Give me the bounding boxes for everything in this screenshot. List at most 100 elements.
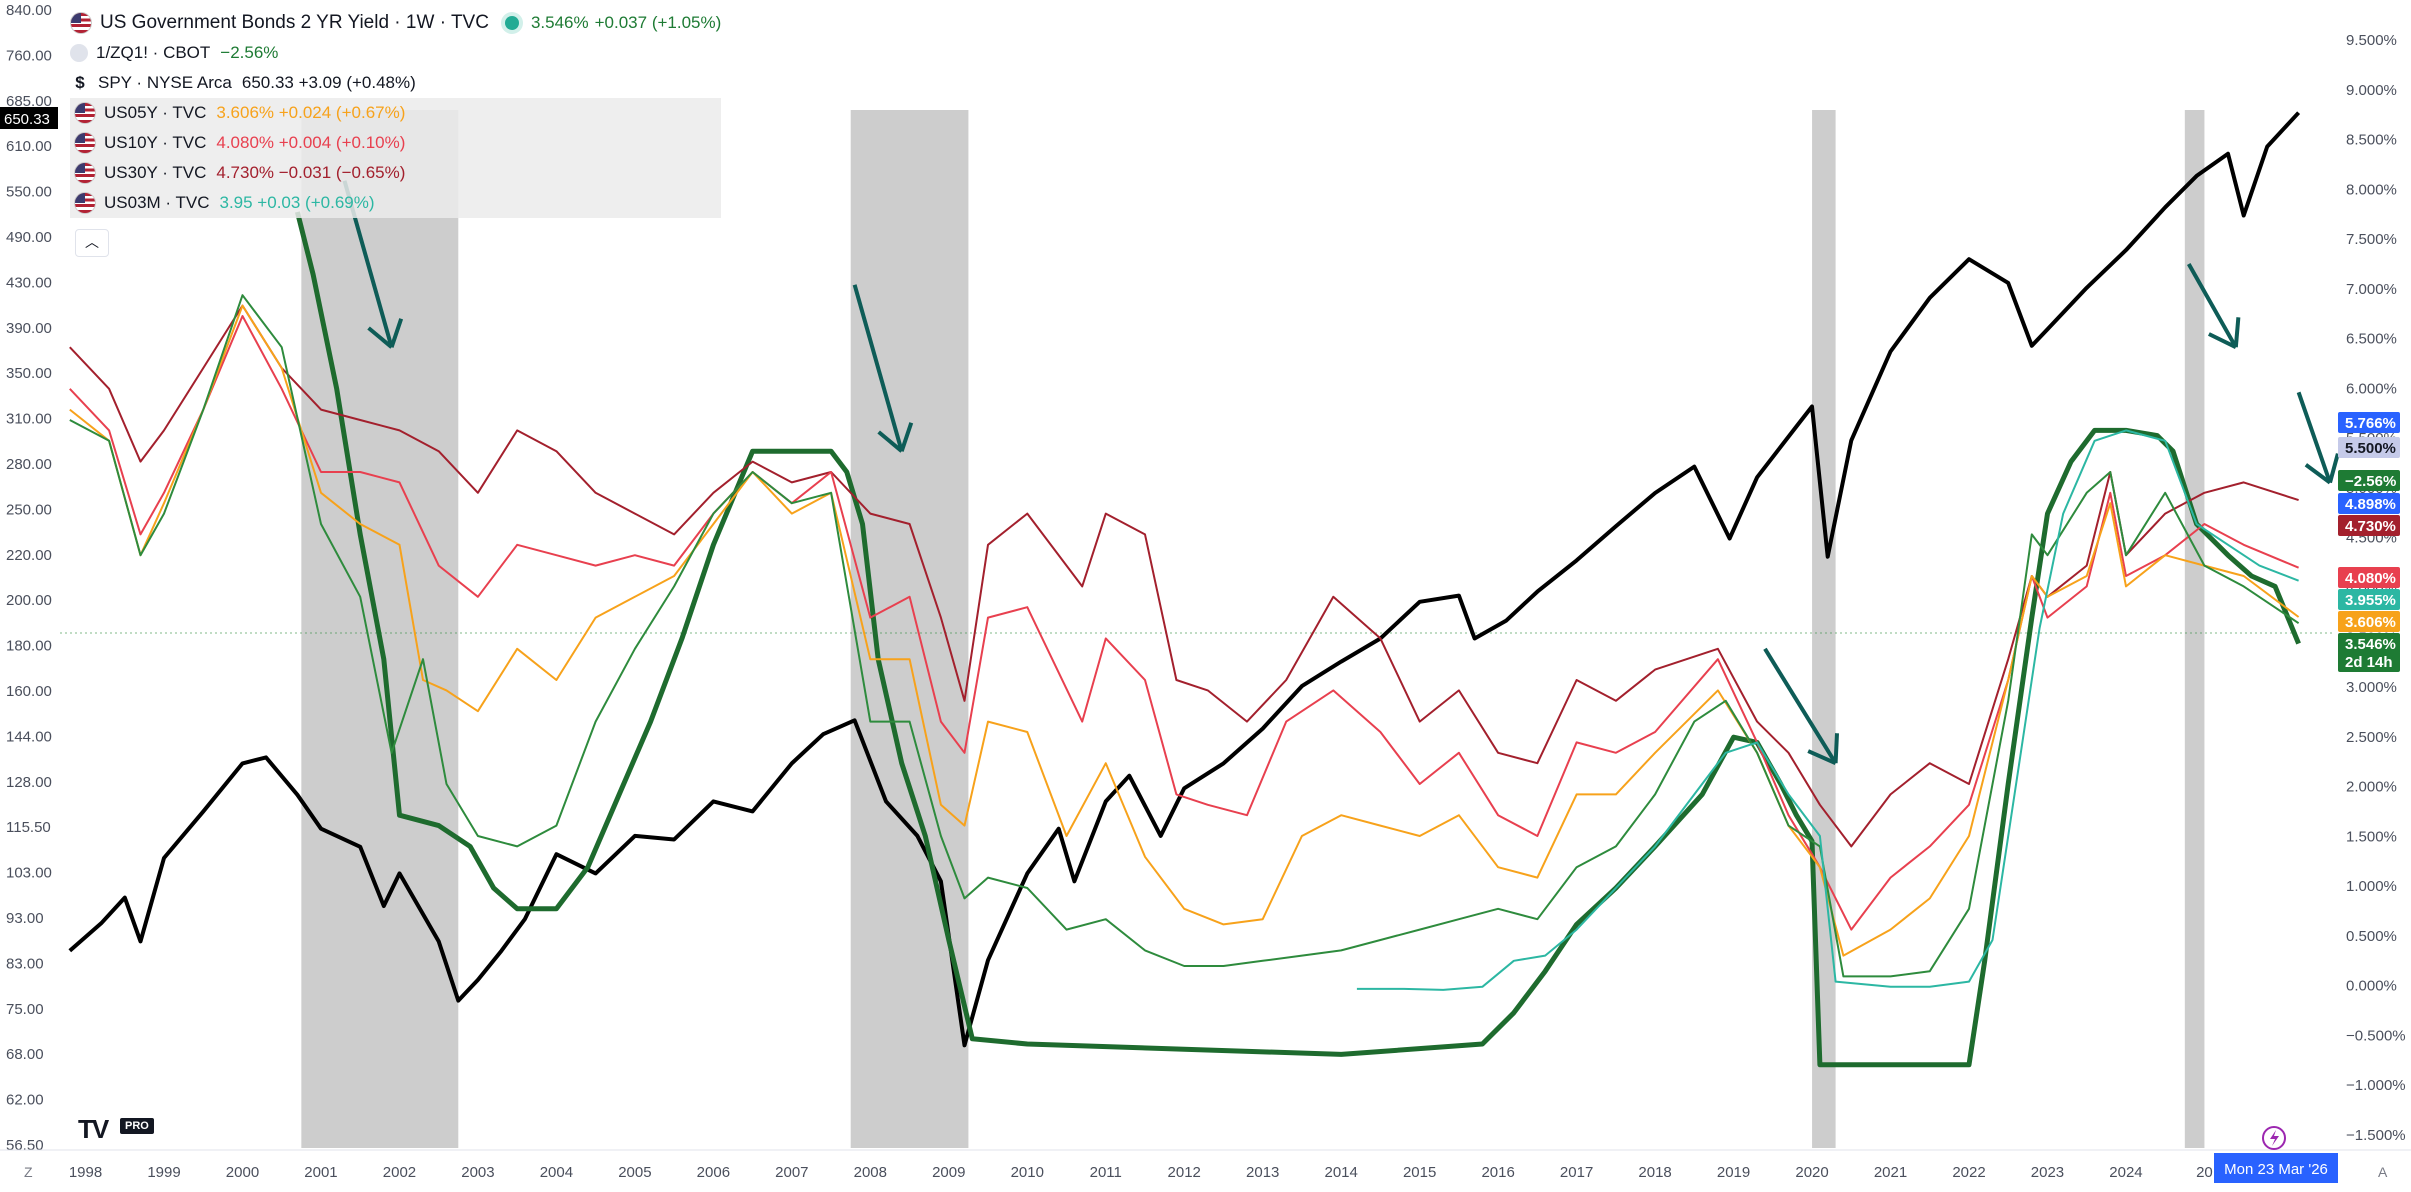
svg-text:650.33: 650.33 bbox=[4, 111, 50, 128]
legend-symbol: US03M · TVC bbox=[104, 193, 210, 212]
left-tick-label: 220.00 bbox=[6, 547, 52, 564]
left-tick-label: 93.00 bbox=[6, 910, 44, 927]
svg-text:3.955%: 3.955% bbox=[2345, 592, 2396, 609]
x-tick-label: 2017 bbox=[1560, 1164, 1593, 1181]
left-tick-label: 390.00 bbox=[6, 320, 52, 337]
legend-row[interactable]: US10Y · TVC 4.080% +0.004 (+0.10%) bbox=[70, 128, 722, 158]
right-tick-label: 7.000% bbox=[2346, 281, 2397, 298]
right-tick-label: 9.000% bbox=[2346, 82, 2397, 99]
right-tick-label: −1.000% bbox=[2346, 1077, 2406, 1094]
annotation-arrow-3[interactable] bbox=[2186, 263, 2241, 349]
series-line-us03m-tvc bbox=[1356, 429, 2299, 991]
tradingview-logo: TV bbox=[78, 1114, 109, 1144]
right-percent-axis: 9.500% 9.000% 8.500% 8.000% 7.500% 7.000% 6.50… bbox=[2338, 32, 2406, 1144]
left-tick-label: 56.50 bbox=[6, 1137, 44, 1154]
right-tick-label: 3.000% bbox=[2346, 679, 2397, 696]
x-tick-label: 2001 bbox=[304, 1164, 337, 1181]
left-tick-label: 160.00 bbox=[6, 683, 52, 700]
legend-row[interactable]: 1/ZQ1! · CBOT −2.56% bbox=[70, 38, 721, 68]
x-tick-label: 1998 bbox=[69, 1164, 102, 1181]
right-tick-label: 8.000% bbox=[2346, 181, 2397, 198]
us-flag-icon bbox=[74, 192, 96, 214]
right-tick-label: −1.500% bbox=[2346, 1127, 2406, 1144]
crosshair-date-label: Mon 23 Mar '26 bbox=[2214, 1153, 2338, 1183]
x-tick-label: 2014 bbox=[1324, 1164, 1357, 1181]
right-tick-label: 6.500% bbox=[2346, 331, 2397, 348]
left-tick-label: 144.00 bbox=[6, 728, 52, 745]
x-tick-label: 2011 bbox=[1090, 1164, 1122, 1181]
recession-band-3 bbox=[2184, 110, 2205, 1148]
x-tick-label: 2016 bbox=[1481, 1164, 1514, 1181]
x-tick-label: 2000 bbox=[226, 1164, 259, 1181]
chevron-up-icon: ︿ bbox=[85, 234, 99, 250]
left-tick-label: 128.00 bbox=[6, 774, 52, 791]
dollar-icon: $ bbox=[75, 73, 85, 92]
left-tick-label: 760.00 bbox=[6, 47, 52, 64]
lightning-icon[interactable] bbox=[2262, 1126, 2286, 1150]
left-tick-label: 103.00 bbox=[6, 865, 52, 882]
annotation-arrow-2[interactable] bbox=[1763, 647, 1839, 766]
right-tick-label: 1.500% bbox=[2346, 828, 2397, 845]
series-line-us30y-tvc bbox=[69, 304, 2299, 848]
x-tick-label: 2024 bbox=[2109, 1164, 2142, 1181]
legend-row[interactable]: US03M · TVC 3.95 +0.03 (+0.69%) bbox=[70, 188, 722, 218]
x-tick-label: 2004 bbox=[540, 1164, 573, 1181]
x-tick-label: 2021 bbox=[1874, 1164, 1907, 1181]
auto-scale-button[interactable]: A bbox=[2378, 1164, 2388, 1180]
us-flag-icon bbox=[74, 162, 96, 184]
legend-main-title: US Government Bonds 2 YR Yield · 1W · TV… bbox=[100, 12, 489, 33]
legend-symbol: US05Y · TVC bbox=[104, 103, 207, 122]
legend-row-main[interactable]: US Government Bonds 2 YR Yield · 1W · TV… bbox=[70, 8, 721, 38]
left-tick-label: 685.00 bbox=[6, 93, 52, 110]
legend-row[interactable]: US30Y · TVC 4.730% −0.031 (−0.65%) bbox=[70, 158, 722, 188]
annotation-arrow-4[interactable] bbox=[2296, 391, 2340, 485]
annotation-arrow-1[interactable] bbox=[852, 284, 914, 453]
legend-row[interactable]: $ SPY · NYSE Arca 650.33 +3.09 (+0.48%) bbox=[70, 68, 721, 98]
right-tick-label: 2.500% bbox=[2346, 729, 2397, 746]
left-tick-label: 310.00 bbox=[6, 411, 52, 428]
left-tick-label: 115.50 bbox=[6, 819, 51, 836]
us-flag-icon bbox=[70, 12, 92, 34]
axis-corner-left[interactable]: Z bbox=[24, 1164, 33, 1180]
left-tick-label: 490.00 bbox=[6, 229, 52, 246]
x-tick-label: 2007 bbox=[775, 1164, 808, 1181]
svg-text:4.730%: 4.730% bbox=[2345, 518, 2396, 535]
legend-main-change: +0.037 (+1.05%) bbox=[594, 13, 722, 32]
series-layer bbox=[68, 111, 2301, 1068]
right-value-badge: 5.766% bbox=[2338, 412, 2400, 433]
collapse-legend-button[interactable]: ︿ bbox=[75, 229, 109, 257]
us-flag-icon bbox=[74, 102, 96, 124]
right-tick-label: 0.500% bbox=[2346, 928, 2397, 945]
right-tick-label: 2.000% bbox=[2346, 779, 2397, 796]
left-tick-label: 430.00 bbox=[6, 274, 52, 291]
legend-value: 3.606% +0.024 (+0.67%) bbox=[216, 103, 406, 122]
legend-value: 650.33 +3.09 (+0.48%) bbox=[241, 73, 416, 92]
x-tick-label: 2019 bbox=[1717, 1164, 1750, 1181]
right-value-badge: 4.730% bbox=[2338, 515, 2400, 536]
x-tick-label: 2003 bbox=[461, 1164, 494, 1181]
legend: US Government Bonds 2 YR Yield · 1W · TV… bbox=[70, 8, 722, 218]
legend-symbol: 1/ZQ1! · CBOT bbox=[96, 43, 211, 62]
right-value-badge: −2.56% bbox=[2338, 470, 2400, 491]
legend-symbol: SPY · NYSE Arca bbox=[98, 73, 232, 92]
left-tick-label: 280.00 bbox=[6, 456, 52, 473]
left-tick-label: 68.00 bbox=[6, 1046, 44, 1063]
series-line-spy-nyse-arca bbox=[68, 111, 2301, 1048]
pro-badge: PRO bbox=[120, 1118, 154, 1134]
legend-row[interactable]: US05Y · TVC 3.606% +0.024 (+0.67%) bbox=[70, 98, 722, 128]
series-line-us10y-tvc bbox=[69, 315, 2299, 931]
left-tick-label: 350.00 bbox=[6, 365, 52, 382]
left-current-price-badge: 650.33 bbox=[0, 107, 58, 129]
us-flag-icon bbox=[74, 132, 96, 154]
left-tick-label: 550.00 bbox=[6, 184, 52, 201]
right-value-badge: 3.606% bbox=[2338, 611, 2400, 632]
x-tick-label: 2010 bbox=[1011, 1164, 1044, 1181]
x-tick-label: 2008 bbox=[854, 1164, 887, 1181]
x-tick-label: 2002 bbox=[383, 1164, 416, 1181]
right-value-badge: 3.546% bbox=[2338, 633, 2400, 654]
x-tick-label: 2018 bbox=[1638, 1164, 1671, 1181]
left-tick-label: 200.00 bbox=[6, 592, 52, 609]
right-tick-label: −0.500% bbox=[2346, 1027, 2406, 1044]
